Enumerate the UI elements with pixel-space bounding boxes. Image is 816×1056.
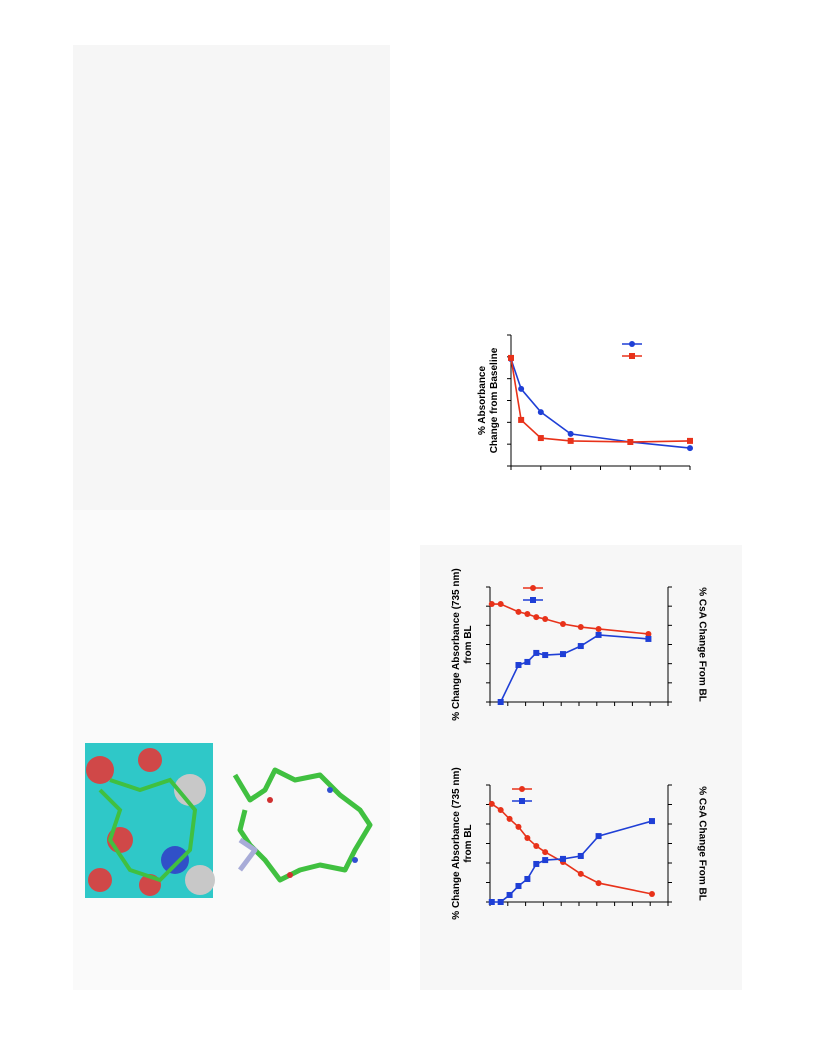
data-point: [595, 625, 602, 632]
y-axis-label: % AbsorbanceChange from Baseline: [477, 347, 500, 453]
data-point: [595, 880, 602, 887]
data-point: [595, 833, 602, 840]
molecule-sticks: [232, 767, 373, 883]
data-point: [533, 649, 540, 656]
data-point: [645, 630, 652, 637]
data-point: [567, 437, 574, 444]
data-point: [537, 409, 544, 416]
data-point: [687, 437, 693, 444]
y-axis-label-line: Change from Baseline: [489, 347, 500, 453]
legend-marker: [519, 798, 525, 804]
y-axis-label-line: % Change Absorbance (735 nm): [451, 767, 462, 919]
data-point: [542, 857, 549, 864]
data-point: [595, 631, 602, 638]
series-line: [510, 358, 691, 449]
redacted-panel: [73, 45, 390, 510]
data-point: [524, 875, 531, 882]
y-axis-label-line: from BL: [463, 824, 474, 862]
data-point: [506, 891, 513, 898]
data-point: [524, 658, 531, 665]
data-point: [488, 899, 495, 905]
legend-marker: [519, 786, 525, 792]
legend-marker: [530, 597, 536, 603]
data-point: [567, 430, 574, 437]
y2-axis-label: % CsA Change From BL: [696, 587, 707, 702]
data-point: [559, 651, 566, 658]
data-point: [497, 899, 504, 905]
data-point: [506, 815, 513, 822]
data-point: [542, 616, 549, 623]
data-point: [648, 891, 655, 898]
data-point: [497, 699, 504, 705]
data-point: [577, 624, 584, 631]
data-point: [515, 608, 522, 615]
data-point: [559, 855, 566, 862]
chart-panel: [420, 545, 742, 990]
data-point: [645, 635, 652, 642]
legend-marker: [629, 353, 635, 359]
data-point: [533, 614, 540, 621]
data-point: [533, 860, 540, 867]
y-axis-label-line: % Absorbance: [477, 366, 488, 436]
data-point: [542, 652, 549, 659]
data-point: [533, 843, 540, 850]
series-line: [510, 357, 691, 443]
data-point: [497, 806, 504, 813]
y-axis-label: % Change Absorbance (735 nm)from BL: [451, 767, 474, 919]
data-point: [508, 354, 514, 361]
data-point: [518, 416, 525, 423]
data-point: [515, 662, 522, 669]
legend-marker: [629, 341, 635, 347]
data-point: [577, 643, 584, 650]
data-point: [515, 883, 522, 890]
data-point: [648, 818, 655, 825]
y-axis-label: % Change Absorbance (735 nm)from BL: [451, 568, 474, 720]
data-point: [687, 445, 693, 452]
data-point: [559, 620, 566, 627]
y2-axis-label: % CsA Change From BL: [696, 786, 707, 901]
legend-marker: [530, 585, 536, 591]
data-point: [537, 435, 544, 442]
y-axis-label-line: % Change Absorbance (735 nm): [451, 568, 462, 720]
data-point: [524, 835, 531, 842]
data-point: [515, 823, 522, 830]
data-point: [518, 385, 525, 392]
data-point: [497, 601, 504, 608]
molecule-surface: [85, 743, 215, 898]
data-point: [577, 852, 584, 859]
data-point: [524, 611, 531, 618]
data-point: [488, 800, 495, 807]
data-point: [627, 438, 634, 445]
data-point: [542, 849, 549, 856]
data-point: [488, 601, 495, 608]
series-line: [491, 603, 649, 635]
y-axis-label-line: from BL: [463, 625, 474, 663]
data-point: [577, 870, 584, 877]
